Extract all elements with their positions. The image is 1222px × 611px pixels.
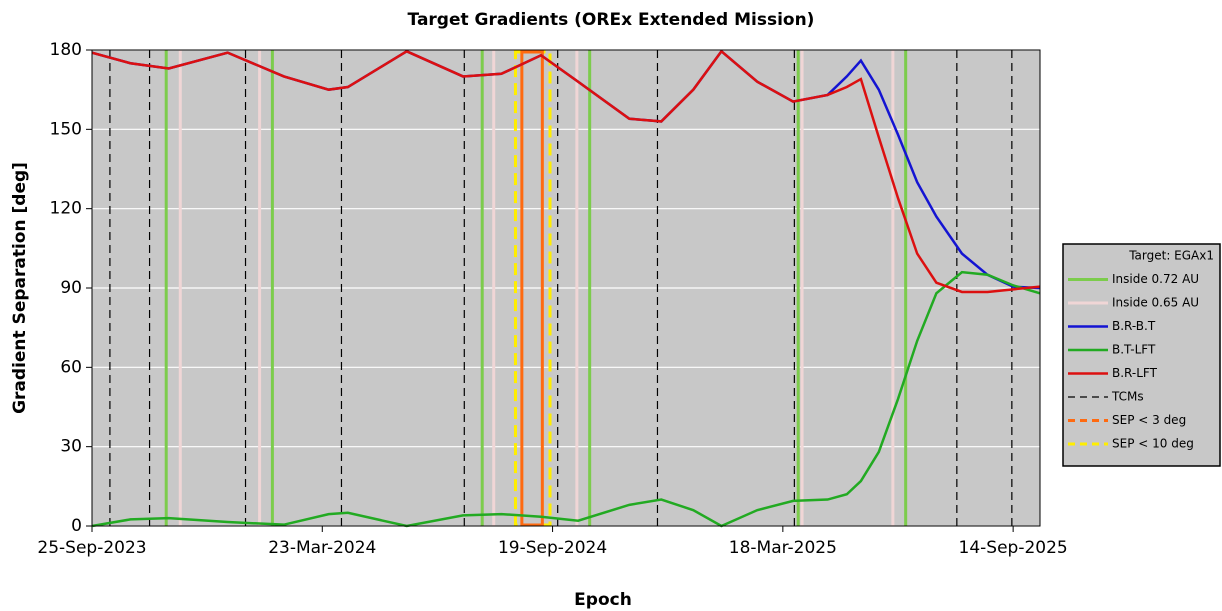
x-tick-label: 14-Sep-2025 xyxy=(959,538,1068,558)
x-tick-label: 19-Sep-2024 xyxy=(498,538,607,558)
series-line xyxy=(91,49,1041,294)
plot-border xyxy=(91,49,1041,527)
legend-title: Target: EGAx1 xyxy=(1128,249,1214,263)
legend-label: B.R-B.T xyxy=(1112,319,1156,333)
y-tick-label: 180 xyxy=(50,40,82,60)
sep-window xyxy=(520,50,544,527)
legend-label: Inside 0.65 AU xyxy=(1112,296,1199,310)
x-tick-label: 18-Mar-2025 xyxy=(729,538,837,558)
series-line xyxy=(91,270,1041,528)
x-tick-label: 23-Mar-2024 xyxy=(268,538,376,558)
x-tick-label: 25-Sep-2023 xyxy=(37,538,146,558)
legend-label: TCMs xyxy=(1111,390,1144,404)
y-tick-label: 0 xyxy=(71,516,82,536)
y-tick-label: 150 xyxy=(50,119,82,139)
chart-title: Target Gradients (OREx Extended Mission) xyxy=(408,10,815,30)
y-axis-label: Gradient Separation [deg] xyxy=(10,162,30,414)
y-tick-label: 120 xyxy=(50,199,82,219)
y-tick-label: 60 xyxy=(60,357,82,377)
legend-label: SEP < 3 deg xyxy=(1112,413,1186,427)
legend-label: SEP < 10 deg xyxy=(1112,437,1194,451)
y-tick-label: 90 xyxy=(60,278,82,298)
legend-label: B.T-LFT xyxy=(1112,343,1156,357)
legend-label: B.R-LFT xyxy=(1112,366,1158,380)
x-axis-label: Epoch xyxy=(574,590,632,610)
y-tick-label: 30 xyxy=(60,437,82,457)
legend-label: Inside 0.72 AU xyxy=(1112,272,1199,286)
